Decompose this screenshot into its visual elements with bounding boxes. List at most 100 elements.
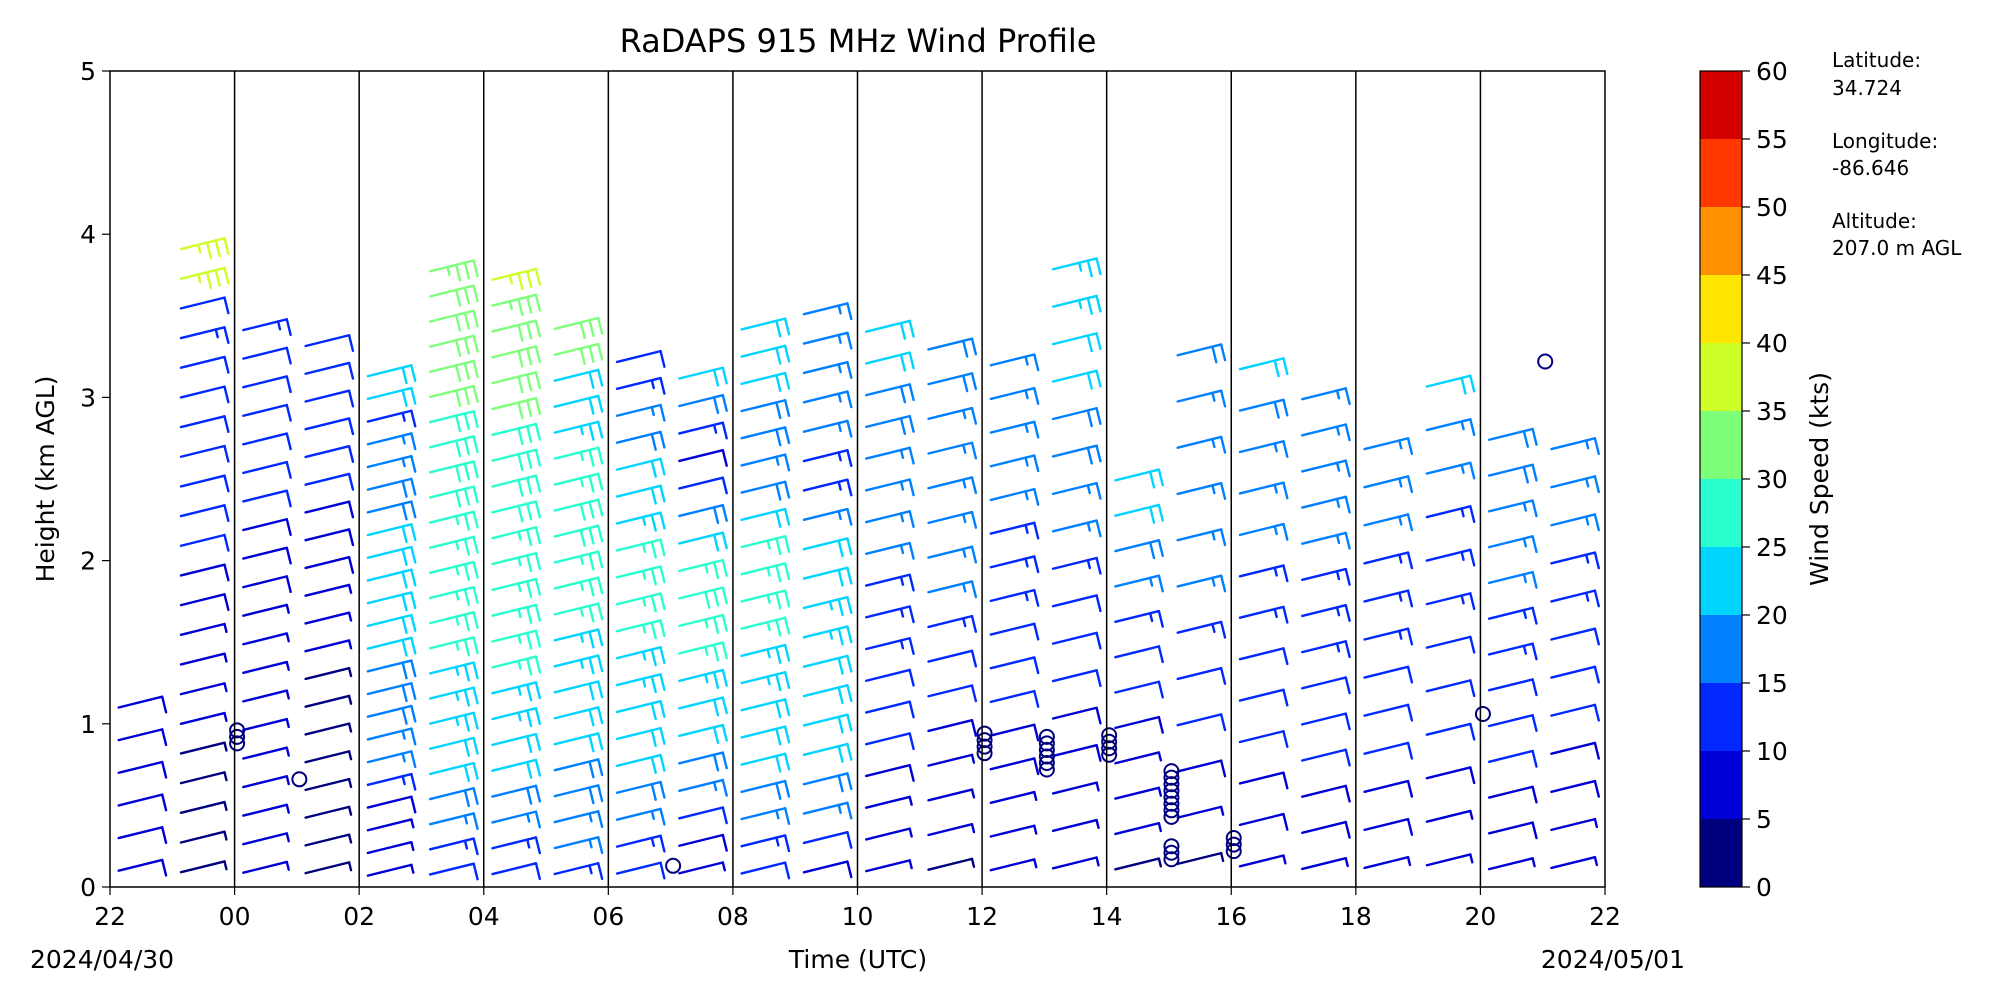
barb-flag xyxy=(1406,475,1414,494)
barb-flag xyxy=(783,426,791,445)
barb-flag xyxy=(534,603,542,622)
wind-barb xyxy=(428,359,479,383)
barb-shaft xyxy=(1487,857,1534,871)
barb-flag xyxy=(588,370,595,389)
barb-shaft xyxy=(491,319,538,333)
barb-flag xyxy=(1531,499,1538,518)
barb-flag xyxy=(472,535,479,554)
barb-shaft xyxy=(242,632,289,646)
wind-barb xyxy=(1550,475,1600,494)
wind-barb xyxy=(1051,856,1100,870)
barb-shaft xyxy=(1051,294,1098,308)
barb-half-flag xyxy=(1157,857,1163,868)
barb-half-flag xyxy=(837,304,842,315)
barb-flag xyxy=(908,414,915,433)
barb-shaft xyxy=(553,654,600,668)
barb-half-flag xyxy=(446,265,451,276)
wind-barb xyxy=(1176,620,1227,639)
barb-shaft xyxy=(366,386,413,401)
colorbar-segment xyxy=(1700,71,1742,139)
barb-half-flag xyxy=(347,750,353,761)
wind-barb xyxy=(366,659,417,680)
wind-barb xyxy=(1425,548,1476,567)
wind-barb xyxy=(428,636,479,657)
barb-flag xyxy=(1095,257,1102,276)
wind-barb xyxy=(1363,627,1414,646)
barb-shaft xyxy=(1550,513,1597,527)
barb-shaft xyxy=(304,417,351,431)
barb-shaft xyxy=(179,563,226,577)
barb-flag xyxy=(1344,640,1351,659)
wind-barb xyxy=(491,448,542,471)
calm-marker xyxy=(976,745,993,762)
barb-half-flag xyxy=(766,539,771,550)
barb-half-flag xyxy=(641,515,647,526)
barb-shaft xyxy=(553,394,600,408)
barb-flag xyxy=(1469,679,1476,698)
barb-shaft xyxy=(117,760,164,774)
barb-half-flag xyxy=(908,827,913,838)
barb-shaft xyxy=(802,478,849,492)
barb-flag xyxy=(846,654,853,673)
wind-barb xyxy=(1363,779,1414,798)
barb-flag xyxy=(1219,481,1227,500)
barb-shaft xyxy=(491,862,538,876)
barb-flag xyxy=(347,555,355,574)
barb-shaft xyxy=(802,566,849,580)
time-grid-lines xyxy=(233,71,1482,887)
barb-flag xyxy=(908,510,915,529)
wind-barb xyxy=(428,837,479,856)
wind-barb xyxy=(1051,706,1102,725)
barb-flag xyxy=(970,580,978,599)
barb-flag xyxy=(455,313,462,332)
barb-flag xyxy=(463,738,470,757)
barb-shaft xyxy=(865,668,911,682)
wind-barb xyxy=(1487,857,1536,871)
barb-flag xyxy=(908,637,915,655)
barb-shaft xyxy=(179,830,226,844)
barb-shaft xyxy=(865,795,911,809)
barb-flag xyxy=(712,506,720,525)
barb-flag xyxy=(597,394,604,413)
wind-barb xyxy=(304,777,353,792)
barb-flag xyxy=(347,472,355,491)
barb-flag xyxy=(1469,505,1476,524)
wind-barb xyxy=(989,555,1040,574)
barb-half-flag xyxy=(1469,809,1474,820)
barb-shaft xyxy=(366,409,413,423)
barb-flag xyxy=(463,713,470,732)
barb-flag xyxy=(775,781,782,800)
barb-shaft xyxy=(615,565,662,579)
barb-flag xyxy=(223,385,230,404)
wind-barb xyxy=(802,537,853,558)
barb-half-flag xyxy=(197,273,202,284)
barb-half-flag xyxy=(899,512,905,523)
y-tick-label: 4 xyxy=(80,220,96,249)
barb-shaft xyxy=(1550,475,1597,489)
barb-flag xyxy=(712,588,720,607)
wind-barb xyxy=(865,541,915,560)
calm-marker xyxy=(665,857,682,874)
barb-flag xyxy=(962,339,969,358)
wind-barb xyxy=(740,399,791,420)
barb-half-flag xyxy=(401,411,406,422)
barb-shaft xyxy=(366,704,413,718)
barb-flag xyxy=(410,568,417,587)
barb-flag xyxy=(472,309,479,328)
barb-flag xyxy=(650,567,657,586)
wind-barb xyxy=(615,457,666,478)
barb-flag xyxy=(721,723,728,742)
wind-barb xyxy=(1238,440,1289,458)
wind-barb xyxy=(1425,374,1476,395)
calm-marker xyxy=(1163,844,1180,861)
wind-barb xyxy=(740,426,791,447)
wind-barb xyxy=(1425,418,1476,436)
barb-half-flag xyxy=(650,809,655,821)
wind-barb xyxy=(802,478,853,497)
wind-barb xyxy=(865,351,915,372)
barb-half-flag xyxy=(588,864,593,875)
barb-flag xyxy=(837,656,844,675)
barb-flag xyxy=(347,445,355,463)
barb-shaft xyxy=(1487,463,1534,477)
barb-half-flag xyxy=(1033,790,1038,802)
